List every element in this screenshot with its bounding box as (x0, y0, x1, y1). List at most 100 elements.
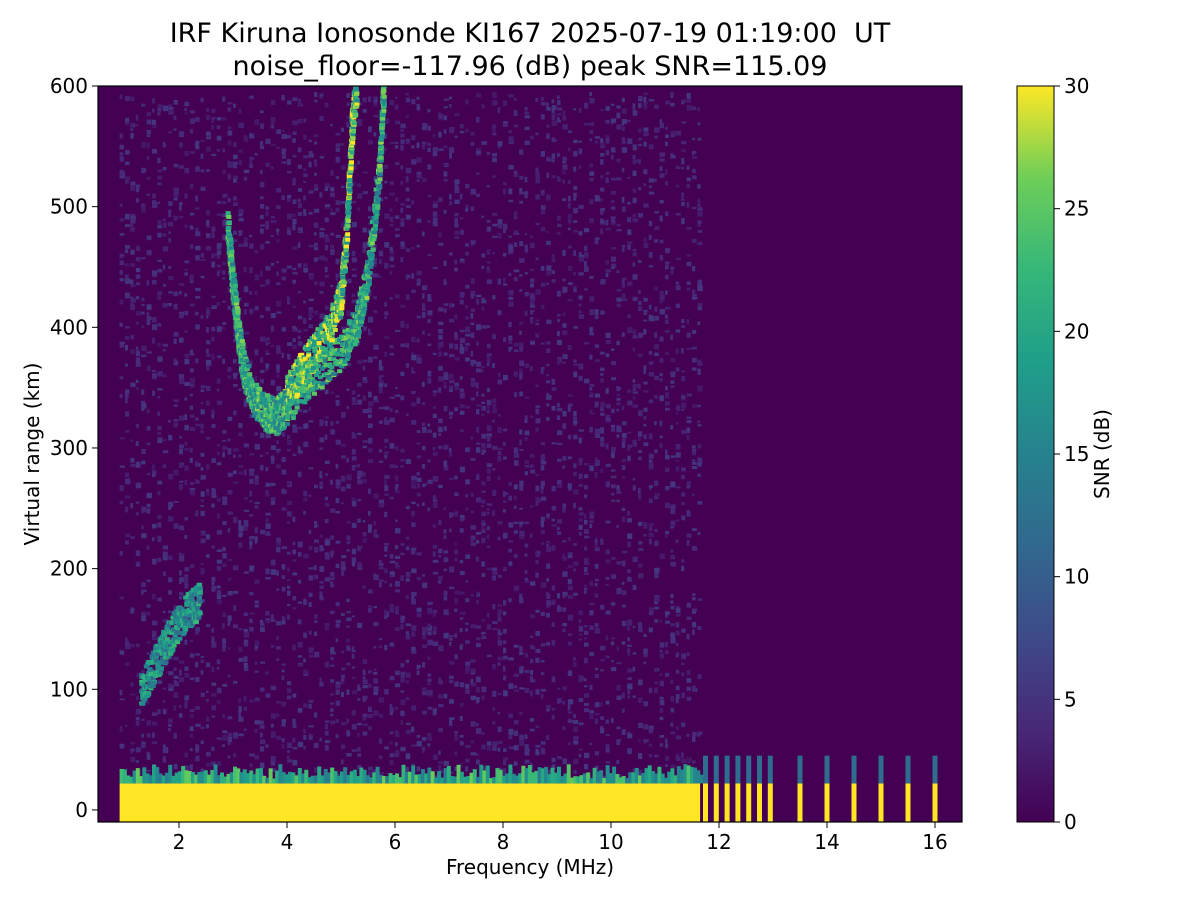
noise-speck (222, 714, 225, 719)
noise-speck (621, 458, 626, 463)
noise-speck (567, 670, 573, 676)
noise-speck (611, 265, 615, 270)
noise-speck (341, 475, 346, 482)
noise-speck (594, 765, 599, 771)
noise-speck (260, 746, 265, 752)
noise-speck (632, 162, 637, 165)
noise-speck (621, 141, 626, 144)
noise-speck (173, 128, 177, 131)
noise-speck (681, 101, 685, 105)
noise-speck (314, 615, 318, 619)
noise-speck (373, 621, 379, 627)
noise-speck (346, 611, 351, 614)
noise-speck (562, 556, 567, 561)
noise-speck (411, 631, 416, 637)
noise-speck (184, 465, 189, 471)
noise-speck (675, 519, 680, 522)
noise-speck (459, 392, 465, 399)
noise-speck (540, 672, 545, 675)
noise-speck (454, 732, 458, 737)
noise-speck (513, 453, 520, 458)
noise-speck (459, 716, 463, 721)
noise-speck (449, 386, 452, 389)
noise-speck (573, 434, 578, 440)
noise-speck (189, 482, 194, 485)
noise-speck (621, 97, 625, 103)
noise-speck (400, 129, 404, 132)
noise-speck (157, 709, 161, 715)
noise-speck (584, 494, 588, 499)
noise-speck (373, 769, 377, 775)
noise-speck (659, 708, 664, 713)
noise-speck (551, 279, 556, 283)
noise-speck (351, 500, 357, 507)
noise-speck (335, 420, 339, 425)
noise-speck (449, 771, 454, 774)
noise-speck (384, 568, 388, 574)
noise-speck (675, 329, 681, 333)
noise-speck (265, 744, 269, 748)
noise-speck (632, 248, 637, 252)
noise-speck (643, 365, 647, 370)
noise-speck (260, 170, 263, 175)
noise-speck (449, 411, 454, 416)
noise-speck (357, 193, 363, 200)
noise-speck (648, 372, 654, 377)
noise-speck (524, 569, 528, 575)
noise-speck (540, 643, 546, 647)
noise-speck (535, 427, 540, 432)
stepped-frequency-fringe (703, 755, 708, 784)
noise-speck (648, 185, 653, 189)
noise-speck (254, 647, 259, 651)
noise-speck (335, 463, 339, 469)
noise-speck (589, 387, 593, 391)
noise-speck (216, 700, 221, 704)
noise-speck (368, 605, 373, 608)
noise-speck (211, 295, 216, 298)
noise-speck (524, 310, 528, 316)
noise-speck (589, 710, 595, 714)
noise-speck (157, 182, 162, 186)
noise-speck (384, 454, 388, 459)
noise-speck (503, 492, 509, 495)
noise-speck (519, 507, 524, 510)
noise-speck (648, 433, 653, 440)
noise-speck (567, 552, 571, 555)
noise-speck (200, 655, 204, 658)
noise-speck (346, 718, 349, 724)
noise-speck (227, 107, 232, 112)
noise-speck (351, 497, 356, 503)
noise-speck (546, 265, 552, 271)
noise-speck (557, 178, 561, 182)
noise-speck (594, 578, 600, 582)
noise-speck (686, 261, 692, 267)
noise-speck (373, 493, 379, 499)
noise-speck (292, 572, 298, 576)
noise-speck (206, 624, 211, 628)
noise-speck (486, 219, 491, 223)
noise-speck (584, 474, 589, 479)
noise-speck (611, 200, 615, 203)
noise-speck (638, 487, 641, 494)
noise-speck (665, 351, 670, 355)
noise-speck (659, 735, 665, 738)
ground-echo-fringe (164, 772, 169, 784)
noise-speck (130, 279, 134, 286)
noise-speck (535, 473, 540, 477)
ground-echo-fringe (424, 773, 429, 784)
noise-speck (530, 676, 534, 680)
noise-speck (416, 278, 421, 285)
stepped-frequency-bar (746, 783, 752, 822)
noise-speck (686, 281, 691, 285)
noise-speck (227, 736, 232, 742)
noise-speck (594, 457, 598, 463)
noise-speck (643, 434, 647, 440)
noise-speck (416, 607, 422, 612)
noise-speck (308, 406, 312, 412)
noise-speck (405, 623, 411, 627)
noise-speck (260, 627, 265, 632)
noise-speck (627, 569, 631, 574)
noise-speck (627, 244, 631, 250)
noise-speck (638, 450, 643, 453)
noise-speck (179, 131, 185, 138)
